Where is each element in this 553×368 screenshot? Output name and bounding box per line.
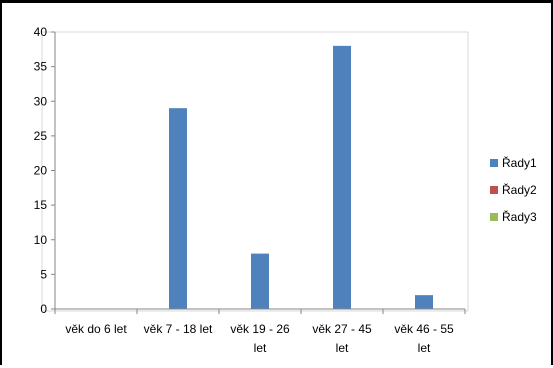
y-axis: 0 5 10 15 20 25 30 35 40: [34, 25, 56, 316]
y-tick-label: 10: [34, 233, 48, 247]
y-tick-label: 40: [34, 25, 48, 39]
x-tick-label: věk 27 - 45: [312, 322, 372, 336]
x-tick-label: věk 7 - 18 let: [144, 322, 213, 336]
legend-label: Řady3: [502, 209, 537, 224]
legend-label: Řady1: [502, 155, 537, 170]
x-tick-label: let: [254, 341, 267, 355]
legend-swatch: [490, 213, 498, 221]
y-tick-label: 35: [34, 60, 48, 74]
x-tick-label: věk do 6 let: [65, 322, 127, 336]
legend-swatch: [490, 159, 498, 167]
bar: [169, 108, 187, 309]
bar: [251, 253, 269, 309]
y-tick-label: 20: [34, 164, 48, 178]
y-tick-label: 30: [34, 94, 48, 108]
y-tick-label: 25: [34, 129, 48, 143]
bar: [415, 295, 433, 309]
bar-series: [169, 45, 433, 309]
y-tick-label: 0: [40, 302, 47, 316]
x-axis: věk do 6 let věk 7 - 18 let věk 19 - 26 let…: [54, 308, 466, 355]
bar: [333, 45, 351, 309]
y-tick-label: 15: [34, 198, 48, 212]
x-tick-label: věk 46 - 55: [394, 322, 454, 336]
legend-swatch: [490, 186, 498, 194]
bar-chart: 0 5 10 15 20 25 30 35 40 věk do 6 let věk 7 - 18 …: [34, 25, 537, 355]
x-tick-label: let: [336, 341, 349, 355]
x-tick-label: let: [418, 341, 431, 355]
legend: Řady1 Řady2 Řady3: [490, 155, 537, 224]
y-tick-label: 5: [40, 267, 47, 281]
legend-label: Řady2: [502, 182, 537, 197]
x-tick-label: věk 19 - 26: [230, 322, 290, 336]
